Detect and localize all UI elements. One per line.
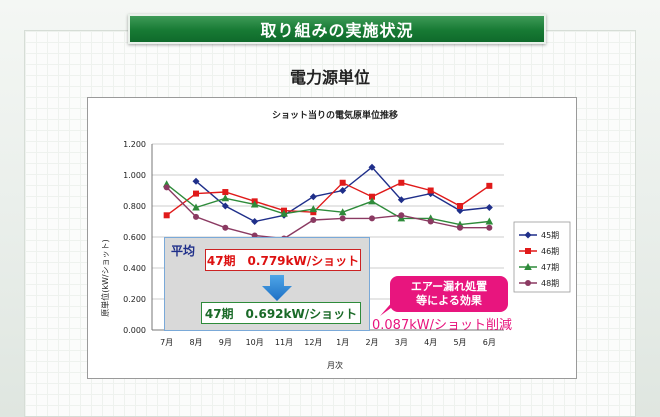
series-46期 xyxy=(163,179,493,219)
data-point-marker xyxy=(486,182,493,189)
data-point-marker xyxy=(485,204,493,212)
x-tick-label: 2月 xyxy=(365,338,378,347)
data-point-marker xyxy=(309,205,318,213)
data-point-marker xyxy=(368,163,376,171)
callout-line-2: 等による効果 xyxy=(416,294,482,307)
data-point-marker xyxy=(456,207,464,215)
data-point-marker xyxy=(525,280,531,286)
legend-item: 45期 xyxy=(519,231,559,240)
data-point-marker xyxy=(485,217,494,225)
legend-label: 45期 xyxy=(541,231,559,240)
average-label: 平均 xyxy=(171,244,196,258)
callout-line-1: エアー漏れ処置 xyxy=(410,280,488,293)
legend-item: 46期 xyxy=(519,247,559,256)
x-tick-label: 3月 xyxy=(395,338,408,347)
series-line xyxy=(166,183,490,226)
section-title-banner: 取り組みの実施状況 xyxy=(128,14,546,44)
y-tick-label: 1.200 xyxy=(123,140,146,149)
data-point-marker xyxy=(222,189,229,196)
x-tick-label: 11月 xyxy=(275,338,293,347)
x-tick-label: 10月 xyxy=(246,338,264,347)
data-point-marker xyxy=(369,193,375,200)
reduction-amount: 0.087kW/ショット削減 xyxy=(372,318,512,333)
x-tick-label: 5月 xyxy=(453,338,466,347)
data-point-marker xyxy=(163,184,170,191)
y-tick-label: 0.000 xyxy=(123,326,146,335)
chart-title: ショット当りの電気原単位推移 xyxy=(272,109,398,121)
data-point-marker xyxy=(192,203,200,211)
data-point-marker xyxy=(193,190,199,197)
data-point-marker xyxy=(251,218,259,225)
data-point-marker xyxy=(398,179,405,186)
data-point-marker xyxy=(280,209,288,217)
data-point-marker xyxy=(525,248,531,254)
x-tick-label: 4月 xyxy=(424,338,437,347)
data-point-marker xyxy=(368,197,376,205)
series-line xyxy=(166,186,490,240)
data-point-marker xyxy=(398,212,405,219)
data-point-marker xyxy=(310,209,317,216)
data-point-marker xyxy=(221,194,230,202)
legend-box xyxy=(513,221,571,293)
data-point-marker xyxy=(486,224,493,231)
x-tick-label: 7月 xyxy=(160,338,173,347)
effect-callout: エアー漏れ処置 等による効果 xyxy=(390,276,508,312)
legend-label: 48期 xyxy=(541,279,559,288)
y-tick-label: 0.200 xyxy=(123,295,146,304)
data-point-marker xyxy=(222,224,229,231)
data-point-marker xyxy=(250,200,259,208)
data-point-marker xyxy=(457,203,463,209)
y-tick-label: 1.000 xyxy=(123,171,146,180)
x-tick-label: 12月 xyxy=(304,338,322,347)
y-tick-label: 0.400 xyxy=(123,264,146,273)
data-point-marker xyxy=(192,177,200,185)
series-45期 xyxy=(192,163,493,225)
data-point-marker xyxy=(251,232,258,239)
series-47期 xyxy=(162,180,494,228)
average-comparison-box: 平均 47期 0.779kW/ショット 47期 0.692kW/ショット xyxy=(164,237,370,331)
legend-label: 47期 xyxy=(541,263,559,272)
x-tick-label: 1月 xyxy=(336,338,349,347)
y-tick-label: 0.600 xyxy=(123,233,146,242)
data-point-marker xyxy=(339,179,346,186)
series-line xyxy=(166,181,490,216)
x-tick-label: 8月 xyxy=(189,338,202,347)
y-tick-label: 0.800 xyxy=(123,202,146,211)
average-after-value: 47期 0.692kW/ショット xyxy=(201,302,361,324)
data-point-marker xyxy=(221,202,229,210)
data-point-marker xyxy=(338,208,347,216)
data-point-marker xyxy=(163,212,170,219)
y-axis-label: 原単位(kW/ショット) xyxy=(100,239,110,316)
series-48期 xyxy=(163,184,493,242)
data-point-marker xyxy=(397,196,405,204)
down-arrow-icon xyxy=(262,275,292,301)
data-point-marker xyxy=(427,187,434,194)
data-point-marker xyxy=(339,187,347,194)
legend-item: 47期 xyxy=(519,263,559,272)
chart-section-subtitle: 電力源単位 xyxy=(289,68,370,87)
data-point-marker xyxy=(524,231,532,239)
data-point-marker xyxy=(369,215,375,222)
legend-label: 46期 xyxy=(541,247,559,256)
legend-item: 48期 xyxy=(519,279,559,288)
data-point-marker xyxy=(193,213,199,220)
data-point-marker xyxy=(524,263,532,270)
section-title: 取り組みの実施状況 xyxy=(260,21,414,40)
average-before-value: 47期 0.779kW/ショット xyxy=(205,249,361,271)
data-point-marker xyxy=(310,216,317,223)
data-point-marker xyxy=(457,224,463,231)
data-point-marker xyxy=(427,218,434,225)
data-point-marker xyxy=(339,215,346,222)
x-axis-label: 月次 xyxy=(327,360,343,370)
x-tick-label: 9月 xyxy=(219,338,232,347)
x-tick-label: 6月 xyxy=(483,338,496,347)
data-point-marker xyxy=(309,193,317,201)
